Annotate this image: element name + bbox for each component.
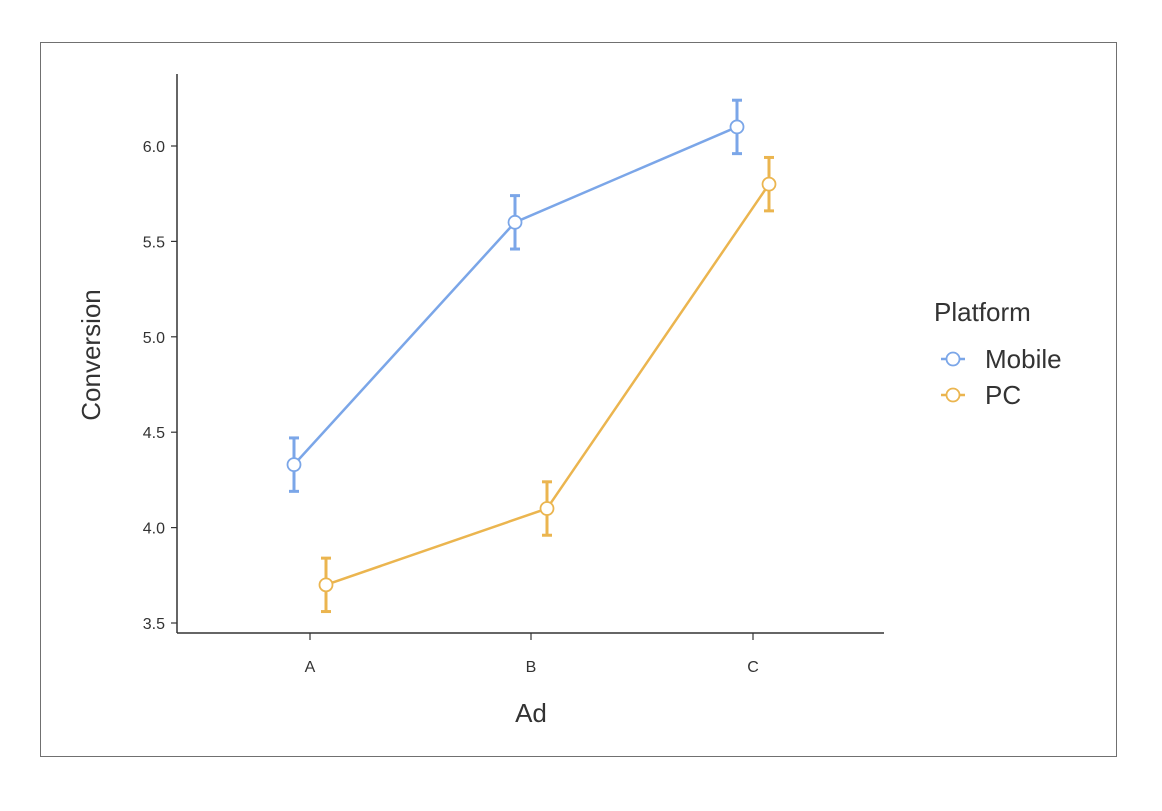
y-tick-label: 6.0 (143, 139, 165, 156)
axes-layer: 3.5 4.0 4.5 5.0 5.5 6.0 A B C (143, 74, 884, 676)
legend-label-pc: PC (985, 380, 1021, 410)
legend-key-point (945, 387, 961, 403)
y-tick-label: 5.5 (143, 234, 165, 251)
series-mobile (286, 98, 745, 493)
legend-label-mobile: Mobile (985, 344, 1062, 374)
x-axis-title: Ad (515, 698, 547, 728)
x-tick-label: C (747, 659, 759, 676)
series-pc (318, 155, 777, 614)
data-point-pc (539, 501, 555, 516)
data-point-mobile (507, 214, 523, 230)
legend-title: Platform (934, 297, 1031, 327)
y-tick-label: 4.5 (143, 425, 165, 442)
y-tick-label: 3.5 (143, 616, 165, 633)
y-tick-label: 5.0 (143, 330, 165, 347)
data-point-mobile (286, 457, 302, 473)
data-point-pc (318, 577, 334, 593)
series-line-mobile (293, 125, 738, 466)
x-tick-label: A (305, 659, 316, 676)
legend-item-mobile: Mobile (941, 344, 1062, 374)
data-point-mobile (729, 119, 745, 135)
chart-frame (40, 42, 1117, 757)
legend-layer: Mobile PC (941, 344, 1062, 410)
y-tick-label: 4.0 (143, 521, 165, 538)
legend-key-point (945, 351, 961, 367)
series-layer (286, 98, 777, 614)
x-tick-label: B (526, 659, 537, 676)
data-point-pc (761, 176, 777, 192)
legend-item-pc: PC (941, 380, 1021, 410)
y-axis-title: Conversion (76, 289, 106, 421)
